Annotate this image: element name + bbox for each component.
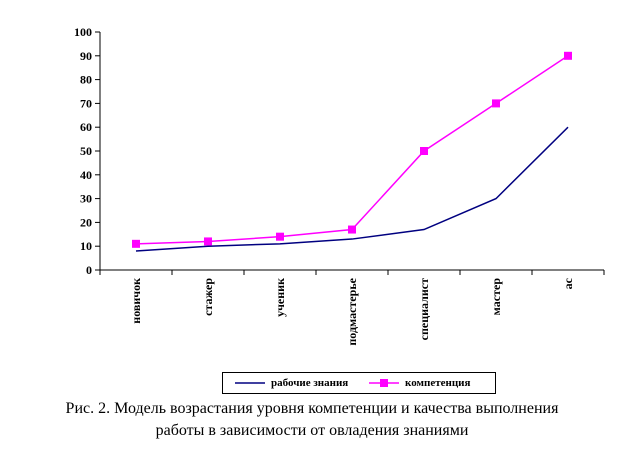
data-point-marker: [276, 232, 284, 241]
x-axis: новичок стажер ученик подмастерье специалист…: [99, 269, 605, 346]
caption-line: работы в зависимости от овладения знания…: [155, 422, 469, 439]
x-tick-label: стажер: [201, 278, 215, 316]
x-tick-label: специалист: [417, 278, 431, 340]
y-tick-label: 10: [80, 239, 92, 253]
x-tick-label: подмастерье: [345, 277, 359, 345]
y-tick-label: 0: [86, 263, 92, 277]
y-tick-label: 60: [80, 120, 92, 134]
legend: рабочие знания компетенция: [222, 372, 496, 394]
caption-line: Рис. 2. Модель возрастания уровня компет…: [65, 400, 559, 417]
series-layer: [132, 51, 572, 252]
data-point-marker: [420, 147, 428, 155]
data-point-marker: [204, 237, 212, 246]
data-point-marker: [492, 99, 500, 108]
legend-label: рабочие знания: [271, 377, 349, 389]
x-tick-label: ученик: [273, 278, 287, 317]
series-line: [135, 126, 569, 252]
legend-item-competence: компетенция: [369, 373, 470, 393]
y-tick-label: 100: [74, 25, 92, 39]
figure-caption: Рис. 2. Модель возрастания уровня компет…: [0, 398, 624, 442]
legend-item-working-knowledge: рабочие знания: [235, 373, 348, 393]
line-chart: 0 10 20 30 40 50 60 70 80 90 100 новичок стажер учен…: [74, 25, 605, 346]
legend-label: компетенция: [405, 377, 471, 389]
legend-line-swatch-icon: [235, 382, 265, 384]
y-tick-label: 70: [80, 96, 92, 110]
y-tick-label: 80: [80, 73, 92, 87]
y-tick-label: 90: [80, 49, 92, 63]
y-tick-label: 40: [80, 168, 92, 182]
y-tick-label: 50: [80, 144, 92, 158]
y-tick-label: 20: [80, 215, 92, 229]
legend-square-marker-icon: [369, 379, 399, 387]
y-axis: 0 10 20 30 40 50 60 70 80 90 100: [74, 25, 101, 277]
data-point-marker: [132, 239, 140, 248]
y-tick-label: 30: [80, 192, 92, 206]
data-point-marker: [564, 51, 572, 60]
x-tick-label: новичок: [129, 278, 143, 324]
series-line: [135, 55, 569, 245]
data-point-marker: [348, 225, 356, 234]
x-tick-label: мастер: [489, 278, 503, 316]
x-tick-label: ас: [561, 277, 575, 289]
